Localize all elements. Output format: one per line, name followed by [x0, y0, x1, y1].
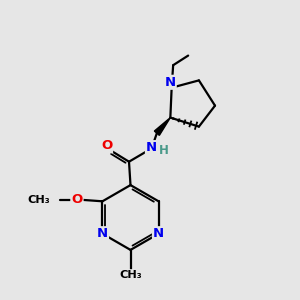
Text: O: O: [71, 193, 82, 206]
Text: N: N: [97, 227, 108, 240]
Text: H: H: [159, 144, 169, 158]
Text: N: N: [165, 76, 176, 89]
Text: N: N: [153, 227, 164, 240]
Text: O: O: [101, 139, 112, 152]
Text: CH₃: CH₃: [119, 270, 142, 280]
Text: N: N: [146, 141, 157, 154]
Polygon shape: [154, 118, 170, 135]
Text: CH₃: CH₃: [28, 195, 50, 205]
